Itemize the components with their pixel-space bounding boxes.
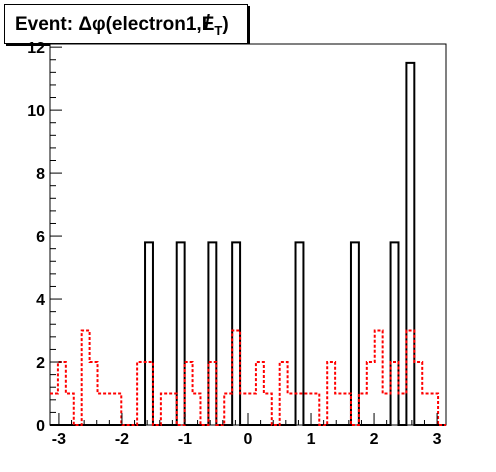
x-tick-label: -2 [115, 431, 129, 448]
x-tick-label: 3 [433, 431, 442, 448]
title-main: Δφ(electron1, [78, 14, 202, 35]
title-met-slash: / [204, 12, 210, 33]
histogram-series-1 [50, 329, 446, 426]
y-tick-label: 12 [27, 40, 45, 57]
y-tick-label: 0 [36, 418, 45, 435]
x-tick-label: -1 [178, 431, 192, 448]
y-tick-label: 8 [36, 166, 45, 183]
y-tick-label: 2 [36, 355, 45, 372]
y-tick-label: 10 [27, 103, 45, 120]
title-close: ) [222, 14, 229, 35]
x-tick-label: 1 [307, 431, 316, 448]
plot-frame [49, 43, 447, 426]
x-tick-label: 0 [244, 431, 253, 448]
title-met-letter: E [201, 14, 215, 35]
y-tick-label: 4 [36, 292, 45, 309]
chart-title: Event: Δφ(electron1,E / T) [4, 4, 248, 44]
title-prefix: Event: [15, 14, 79, 35]
title-met-symbol: E / [202, 5, 215, 45]
y-tick-label: 6 [36, 229, 45, 246]
title-met-subscript: T [214, 22, 223, 38]
x-tick-label: -3 [52, 431, 66, 448]
x-tick-label: 2 [370, 431, 379, 448]
